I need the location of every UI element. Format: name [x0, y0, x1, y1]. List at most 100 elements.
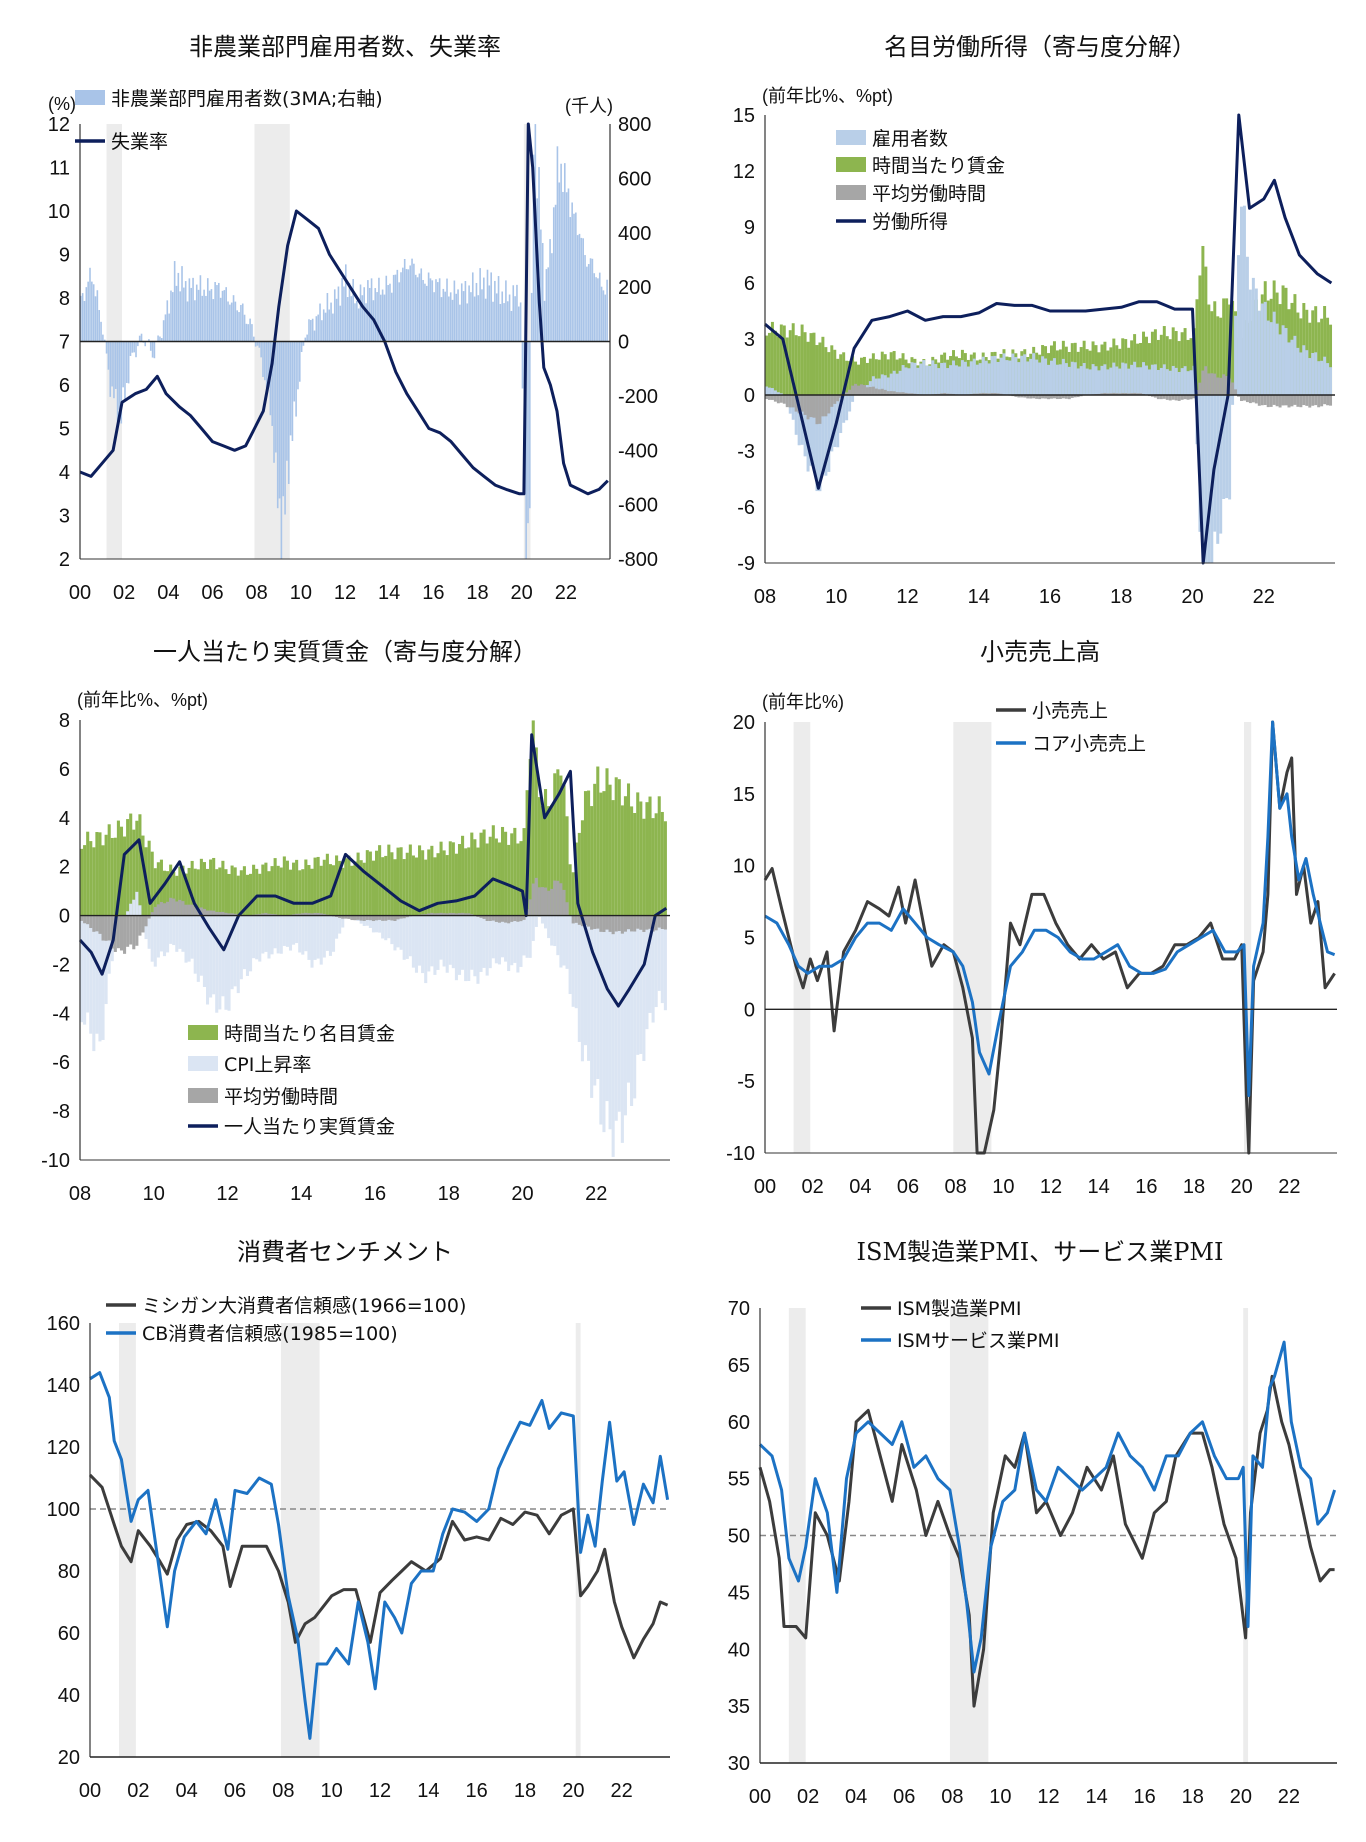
area-bar — [457, 844, 462, 916]
area-bar — [270, 866, 274, 916]
area-bar — [809, 333, 813, 395]
bar — [124, 341, 126, 401]
area-bar — [848, 389, 852, 395]
area-bar — [949, 365, 953, 395]
area-bar — [562, 889, 566, 916]
right-axis-unit: (千人) — [565, 96, 613, 116]
area-bar — [301, 915, 305, 955]
area-bar — [583, 791, 588, 916]
area-bar — [264, 915, 268, 952]
area-bar — [467, 915, 471, 982]
bar — [87, 281, 89, 342]
area-bar — [310, 913, 314, 916]
area-bar — [1281, 325, 1285, 395]
area-bar — [1290, 395, 1294, 407]
bar — [519, 302, 522, 342]
bar — [490, 272, 492, 342]
area-bar — [1326, 363, 1330, 395]
area-bar — [1296, 395, 1300, 407]
area-bar — [89, 915, 93, 928]
x-tick-label: 00 — [69, 582, 91, 604]
area-bar — [987, 393, 991, 395]
area-bar — [1207, 304, 1211, 395]
y-right-tick-label: -200 — [618, 386, 658, 408]
bar — [414, 274, 417, 342]
bar — [113, 341, 115, 399]
chart-title: ISM製造業PMI、サービス業PMI — [857, 1238, 1224, 1266]
area-bar — [396, 915, 400, 948]
area-bar — [550, 915, 554, 946]
area-bar — [830, 395, 834, 452]
area-bar — [1186, 371, 1190, 395]
area-bar — [387, 844, 391, 916]
area-bar — [178, 899, 182, 916]
area-bar — [1052, 395, 1056, 399]
area-bar — [975, 364, 979, 395]
area-bar — [1281, 395, 1285, 406]
area-bar — [110, 915, 114, 949]
area-bar — [371, 915, 375, 933]
area-bar — [298, 915, 302, 953]
area-bar — [390, 852, 394, 916]
bar — [383, 294, 386, 342]
y-tick-label: 6 — [59, 759, 70, 781]
bar — [118, 341, 121, 410]
area-bar — [1317, 395, 1321, 408]
area-bar — [1320, 318, 1324, 395]
area-bar — [436, 853, 440, 916]
area-bar — [943, 392, 947, 395]
area-bar — [531, 720, 535, 916]
area-bar — [1162, 326, 1166, 395]
bar — [116, 341, 119, 422]
bar — [477, 295, 480, 342]
area-bar — [378, 915, 382, 920]
area-bar — [448, 841, 452, 916]
area-bar — [1050, 395, 1053, 399]
area-bar — [212, 910, 216, 916]
area-bar — [845, 395, 849, 421]
bar — [460, 283, 463, 342]
legend-item: 時間当たり名目賃金 — [188, 1023, 395, 1045]
area-bar — [540, 805, 545, 916]
area-bar — [940, 393, 944, 395]
legend-label: 労働所得 — [872, 211, 948, 233]
area-bar — [886, 377, 890, 395]
area-bar — [1136, 393, 1140, 395]
bar — [276, 341, 279, 509]
area-bar — [1222, 298, 1226, 395]
area-bar — [1050, 360, 1053, 395]
bar — [425, 285, 428, 342]
y-tick-label: 11 — [49, 158, 70, 180]
area-bar — [892, 391, 896, 395]
area-bar — [645, 915, 649, 930]
bar — [127, 341, 130, 384]
area-bar — [1311, 352, 1315, 395]
area-bar — [1103, 392, 1107, 395]
area-bar — [199, 858, 203, 916]
area-bar — [461, 912, 465, 916]
bar — [593, 273, 596, 342]
area-bar — [1305, 350, 1309, 395]
area-bar — [172, 898, 176, 916]
area-bar — [368, 851, 372, 916]
area-bar — [344, 858, 348, 916]
area-bar — [402, 915, 406, 960]
y-right-tick-label: 800 — [618, 114, 651, 136]
legend-label: 一人当たり実質賃金 — [224, 1116, 395, 1138]
area-bar — [654, 915, 658, 1008]
area-bar — [307, 865, 311, 916]
area-bar — [470, 832, 474, 916]
area-bar — [1014, 395, 1018, 397]
area-bar — [245, 874, 250, 916]
area-bar — [1251, 395, 1255, 403]
bar — [199, 275, 202, 342]
area-bar — [1231, 382, 1235, 395]
area-bar — [193, 868, 197, 916]
bar — [170, 290, 172, 342]
area-bar — [1216, 377, 1220, 395]
area-bar — [119, 915, 124, 951]
area-bar — [1150, 395, 1154, 397]
legend-label: 小売売上 — [1032, 700, 1108, 722]
legend-label: 時間当たり名目賃金 — [224, 1023, 395, 1045]
bar — [600, 286, 603, 342]
